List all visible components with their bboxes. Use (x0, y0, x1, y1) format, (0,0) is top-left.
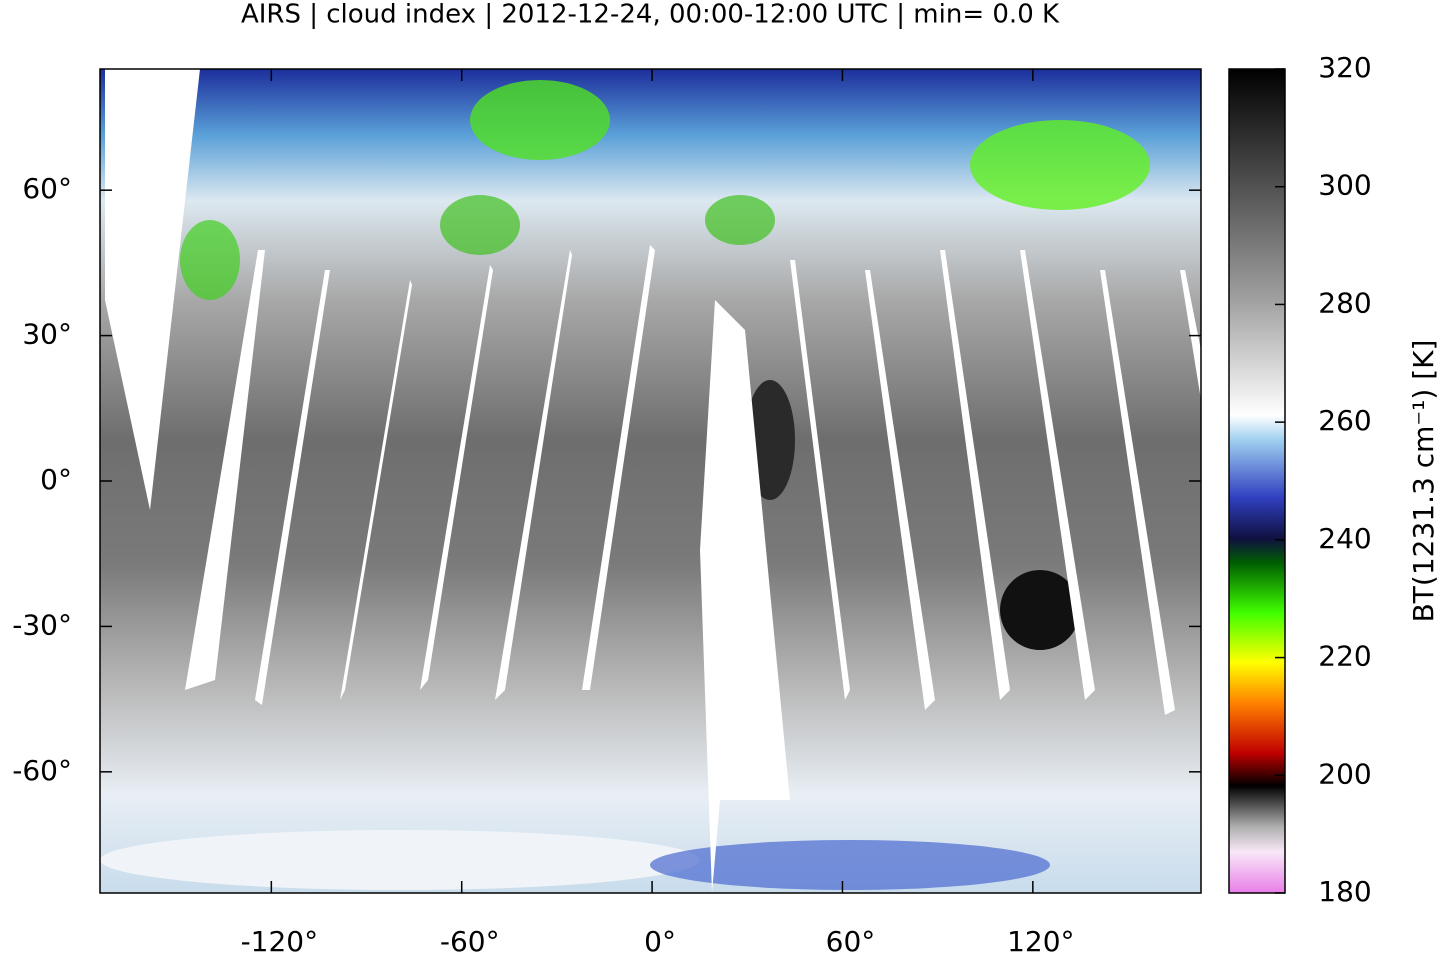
colorbar-tick-label: 220 (1318, 640, 1371, 673)
colorbar-tick-label: 300 (1318, 169, 1371, 202)
colorbar-tick-label: 180 (1318, 875, 1371, 908)
colorbar (1228, 68, 1286, 894)
colorbar-tick-label: 200 (1318, 757, 1371, 790)
x-tick-label: 60° (826, 925, 876, 956)
x-tick-label: -120° (241, 925, 319, 956)
map-image (100, 69, 1201, 893)
colorbar-tick-label: 320 (1318, 51, 1371, 84)
x-tick-label: -60° (440, 925, 500, 956)
y-tick-label: -30° (12, 608, 72, 641)
chart-title: AIRS | cloud index | 2012-12-24, 00:00-1… (241, 0, 1060, 30)
colorbar-label: BT(1231.3 cm⁻¹) [K] (1407, 340, 1440, 623)
y-tick-label: -60° (12, 754, 72, 787)
y-tick-label: 0° (40, 463, 72, 496)
colorbar-tick-label: 280 (1318, 286, 1371, 319)
colorbar-tick-label: 260 (1318, 404, 1371, 437)
x-tick-label: 0° (644, 925, 676, 956)
y-tick-label: 60° (22, 172, 72, 205)
y-tick-label: 30° (22, 318, 72, 351)
colorbar-tick-label: 240 (1318, 522, 1371, 555)
x-tick-label: 120° (1007, 925, 1074, 956)
